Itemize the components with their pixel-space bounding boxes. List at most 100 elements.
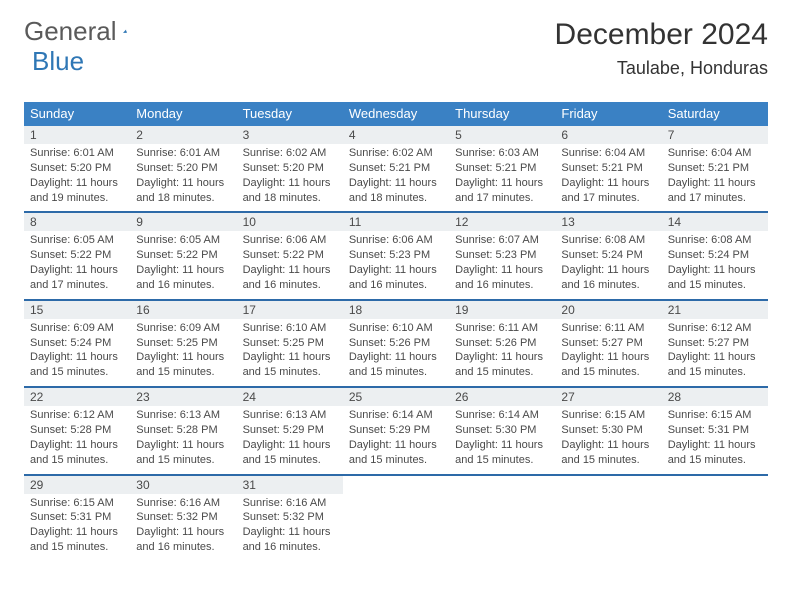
location: Taulabe, Honduras <box>555 58 768 79</box>
day-info: Sunrise: 6:08 AMSunset: 5:24 PMDaylight:… <box>555 231 661 292</box>
day-cell: 19Sunrise: 6:11 AMSunset: 5:26 PMDayligh… <box>449 301 555 386</box>
day-number: 7 <box>662 126 768 144</box>
day-info: Sunrise: 6:01 AMSunset: 5:20 PMDaylight:… <box>130 144 236 205</box>
weekday-header-row: SundayMondayTuesdayWednesdayThursdayFrid… <box>24 102 768 126</box>
logo-sail-icon <box>123 20 127 42</box>
day-number: 13 <box>555 213 661 231</box>
day-number: 2 <box>130 126 236 144</box>
weekday-header: Monday <box>130 102 236 126</box>
page-title: December 2024 <box>555 18 768 52</box>
day-cell: 25Sunrise: 6:14 AMSunset: 5:29 PMDayligh… <box>343 388 449 473</box>
day-number: 29 <box>24 476 130 494</box>
day-cell: 7Sunrise: 6:04 AMSunset: 5:21 PMDaylight… <box>662 126 768 211</box>
week-row: 8Sunrise: 6:05 AMSunset: 5:22 PMDaylight… <box>24 213 768 300</box>
day-number: 17 <box>237 301 343 319</box>
week-row: 15Sunrise: 6:09 AMSunset: 5:24 PMDayligh… <box>24 301 768 388</box>
day-info: Sunrise: 6:06 AMSunset: 5:23 PMDaylight:… <box>343 231 449 292</box>
day-number: 14 <box>662 213 768 231</box>
weekday-header: Tuesday <box>237 102 343 126</box>
day-cell: 3Sunrise: 6:02 AMSunset: 5:20 PMDaylight… <box>237 126 343 211</box>
day-number: 16 <box>130 301 236 319</box>
day-info: Sunrise: 6:10 AMSunset: 5:25 PMDaylight:… <box>237 319 343 380</box>
day-number: 6 <box>555 126 661 144</box>
day-info: Sunrise: 6:12 AMSunset: 5:27 PMDaylight:… <box>662 319 768 380</box>
day-cell: . <box>662 476 768 561</box>
day-cell: 13Sunrise: 6:08 AMSunset: 5:24 PMDayligh… <box>555 213 661 298</box>
day-number: 10 <box>237 213 343 231</box>
day-info: Sunrise: 6:02 AMSunset: 5:21 PMDaylight:… <box>343 144 449 205</box>
day-cell: 20Sunrise: 6:11 AMSunset: 5:27 PMDayligh… <box>555 301 661 386</box>
day-cell: 2Sunrise: 6:01 AMSunset: 5:20 PMDaylight… <box>130 126 236 211</box>
day-number: 27 <box>555 388 661 406</box>
day-cell: 4Sunrise: 6:02 AMSunset: 5:21 PMDaylight… <box>343 126 449 211</box>
week-row: 1Sunrise: 6:01 AMSunset: 5:20 PMDaylight… <box>24 126 768 213</box>
day-cell: 15Sunrise: 6:09 AMSunset: 5:24 PMDayligh… <box>24 301 130 386</box>
day-cell: 28Sunrise: 6:15 AMSunset: 5:31 PMDayligh… <box>662 388 768 473</box>
day-number: 24 <box>237 388 343 406</box>
day-number: 26 <box>449 388 555 406</box>
day-number: 25 <box>343 388 449 406</box>
day-number: 11 <box>343 213 449 231</box>
logo: General <box>24 18 151 44</box>
day-cell: . <box>449 476 555 561</box>
header-block: General December 2024 Taulabe, Honduras <box>24 18 768 96</box>
day-info: Sunrise: 6:03 AMSunset: 5:21 PMDaylight:… <box>449 144 555 205</box>
day-number: 28 <box>662 388 768 406</box>
day-cell: 11Sunrise: 6:06 AMSunset: 5:23 PMDayligh… <box>343 213 449 298</box>
logo-word-2: Blue <box>32 46 84 77</box>
day-info: Sunrise: 6:10 AMSunset: 5:26 PMDaylight:… <box>343 319 449 380</box>
day-info: Sunrise: 6:15 AMSunset: 5:31 PMDaylight:… <box>24 494 130 555</box>
day-number: 12 <box>449 213 555 231</box>
weekday-header: Wednesday <box>343 102 449 126</box>
day-number: 20 <box>555 301 661 319</box>
day-cell: 23Sunrise: 6:13 AMSunset: 5:28 PMDayligh… <box>130 388 236 473</box>
day-info: Sunrise: 6:04 AMSunset: 5:21 PMDaylight:… <box>555 144 661 205</box>
day-cell: 18Sunrise: 6:10 AMSunset: 5:26 PMDayligh… <box>343 301 449 386</box>
logo-word-1: General <box>24 18 117 44</box>
day-info: Sunrise: 6:02 AMSunset: 5:20 PMDaylight:… <box>237 144 343 205</box>
weeks-container: 1Sunrise: 6:01 AMSunset: 5:20 PMDaylight… <box>24 126 768 561</box>
day-number: 19 <box>449 301 555 319</box>
day-info: Sunrise: 6:15 AMSunset: 5:31 PMDaylight:… <box>662 406 768 467</box>
day-info: Sunrise: 6:11 AMSunset: 5:27 PMDaylight:… <box>555 319 661 380</box>
day-info: Sunrise: 6:12 AMSunset: 5:28 PMDaylight:… <box>24 406 130 467</box>
day-number: 3 <box>237 126 343 144</box>
day-number: 4 <box>343 126 449 144</box>
day-info: Sunrise: 6:09 AMSunset: 5:25 PMDaylight:… <box>130 319 236 380</box>
day-cell: 29Sunrise: 6:15 AMSunset: 5:31 PMDayligh… <box>24 476 130 561</box>
weekday-header: Friday <box>555 102 661 126</box>
week-row: 22Sunrise: 6:12 AMSunset: 5:28 PMDayligh… <box>24 388 768 475</box>
day-cell: 8Sunrise: 6:05 AMSunset: 5:22 PMDaylight… <box>24 213 130 298</box>
day-info: Sunrise: 6:09 AMSunset: 5:24 PMDaylight:… <box>24 319 130 380</box>
day-cell: 12Sunrise: 6:07 AMSunset: 5:23 PMDayligh… <box>449 213 555 298</box>
day-info: Sunrise: 6:13 AMSunset: 5:28 PMDaylight:… <box>130 406 236 467</box>
day-number: 9 <box>130 213 236 231</box>
title-block: December 2024 Taulabe, Honduras <box>555 18 768 79</box>
day-info: Sunrise: 6:01 AMSunset: 5:20 PMDaylight:… <box>24 144 130 205</box>
day-info: Sunrise: 6:06 AMSunset: 5:22 PMDaylight:… <box>237 231 343 292</box>
day-info: Sunrise: 6:05 AMSunset: 5:22 PMDaylight:… <box>24 231 130 292</box>
day-cell: 22Sunrise: 6:12 AMSunset: 5:28 PMDayligh… <box>24 388 130 473</box>
day-cell: 10Sunrise: 6:06 AMSunset: 5:22 PMDayligh… <box>237 213 343 298</box>
day-number: 21 <box>662 301 768 319</box>
day-info: Sunrise: 6:07 AMSunset: 5:23 PMDaylight:… <box>449 231 555 292</box>
day-cell: 14Sunrise: 6:08 AMSunset: 5:24 PMDayligh… <box>662 213 768 298</box>
day-info: Sunrise: 6:05 AMSunset: 5:22 PMDaylight:… <box>130 231 236 292</box>
day-number: 1 <box>24 126 130 144</box>
day-cell: 31Sunrise: 6:16 AMSunset: 5:32 PMDayligh… <box>237 476 343 561</box>
day-info: Sunrise: 6:13 AMSunset: 5:29 PMDaylight:… <box>237 406 343 467</box>
day-number: 30 <box>130 476 236 494</box>
weekday-header: Thursday <box>449 102 555 126</box>
day-info: Sunrise: 6:14 AMSunset: 5:29 PMDaylight:… <box>343 406 449 467</box>
day-info: Sunrise: 6:14 AMSunset: 5:30 PMDaylight:… <box>449 406 555 467</box>
day-info: Sunrise: 6:11 AMSunset: 5:26 PMDaylight:… <box>449 319 555 380</box>
day-cell: 9Sunrise: 6:05 AMSunset: 5:22 PMDaylight… <box>130 213 236 298</box>
weekday-header: Saturday <box>662 102 768 126</box>
day-cell: . <box>555 476 661 561</box>
day-number: 5 <box>449 126 555 144</box>
calendar: SundayMondayTuesdayWednesdayThursdayFrid… <box>24 102 768 561</box>
week-row: 29Sunrise: 6:15 AMSunset: 5:31 PMDayligh… <box>24 476 768 561</box>
day-number: 18 <box>343 301 449 319</box>
day-cell: 24Sunrise: 6:13 AMSunset: 5:29 PMDayligh… <box>237 388 343 473</box>
day-cell: 6Sunrise: 6:04 AMSunset: 5:21 PMDaylight… <box>555 126 661 211</box>
